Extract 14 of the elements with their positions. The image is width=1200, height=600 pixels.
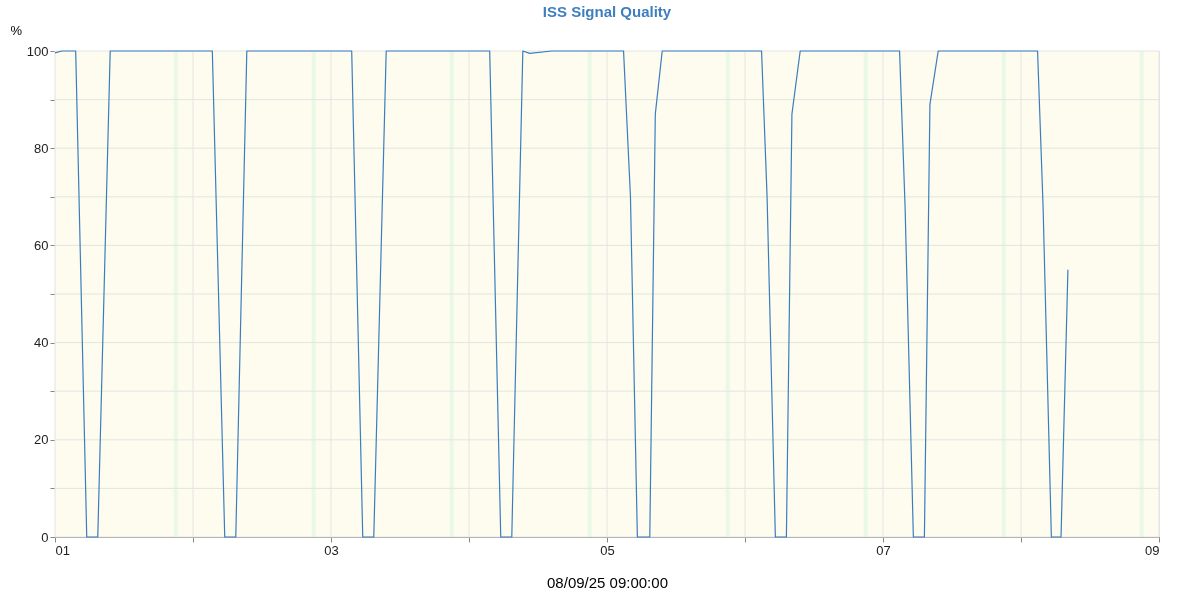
x-tick-label: 03 xyxy=(324,542,339,558)
y-tick-label: 100 xyxy=(26,43,49,59)
x-tick-label: 09 xyxy=(1145,542,1160,558)
x-axis-title: 08/09/25 09:00:00 xyxy=(547,573,668,591)
y-tick-label: 20 xyxy=(34,432,49,448)
chart-title: ISS Signal Quality xyxy=(542,3,672,20)
y-tick-label: 0 xyxy=(41,529,49,545)
y-tick-label: 80 xyxy=(34,140,49,156)
y-tick-label: 40 xyxy=(34,335,49,351)
y-axis-title: % xyxy=(10,22,23,38)
y-tick-label: 60 xyxy=(34,237,49,253)
x-tick-label: 07 xyxy=(876,542,891,558)
x-tick-label: 05 xyxy=(600,542,615,558)
x-tick-label: 01 xyxy=(55,542,70,558)
